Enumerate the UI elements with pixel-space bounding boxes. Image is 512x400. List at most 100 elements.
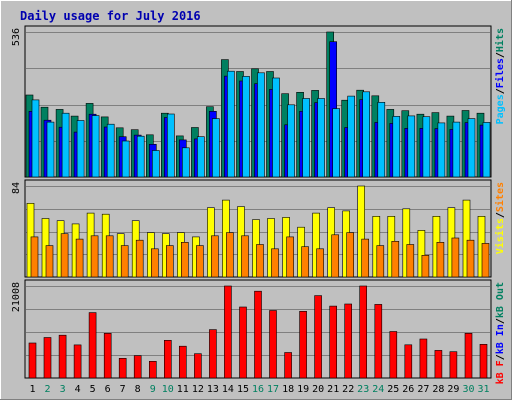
kb-legend-part: kB F <box>495 360 506 384</box>
visits-sites-bar-visits <box>462 199 471 278</box>
visits-sites-bar-visits <box>402 208 411 278</box>
kb-bar-kb-f <box>28 342 37 379</box>
hits-files-pages-bar-pages <box>167 113 175 178</box>
hits-files-pages-bar-pages <box>452 121 461 178</box>
kb-bar-kb-f <box>224 285 232 379</box>
chart-title: Daily usage for July 2016 <box>20 9 201 23</box>
kb-bar-kb-f <box>359 285 368 379</box>
day-label: 31 <box>477 384 489 395</box>
kb-bar-kb-f <box>284 352 292 379</box>
kb-bar-kb-f <box>58 334 67 379</box>
visits-sites-bar-sites <box>406 244 415 278</box>
day-label: 5 <box>90 384 96 395</box>
visits-sites-bar-visits <box>417 230 426 278</box>
day-label: 24 <box>372 384 384 395</box>
hits-files-pages-bar-pages <box>287 104 295 178</box>
kb-bar-kb-f <box>194 353 202 379</box>
day-label: 16 <box>252 384 264 395</box>
day-label: 19 <box>297 384 309 395</box>
day-label: 6 <box>105 384 111 395</box>
hits-files-pages-legend-part: Files <box>494 58 506 88</box>
hits-files-pages-legend-part: Hits <box>494 28 506 52</box>
kb-bar-kb-f <box>269 310 277 379</box>
kb-bar-kb-f <box>239 306 247 379</box>
visits-sites-panel: 84 Visits/Sites <box>11 179 506 278</box>
kb-bar-kb-f <box>464 332 473 379</box>
kb-bar-kb-f <box>164 339 172 379</box>
visits-sites-bar-visits <box>312 212 320 278</box>
kb-bar-kb-f <box>209 329 217 379</box>
kb-legend-part: / <box>495 318 506 324</box>
visits-sites-bar-sites <box>346 232 355 278</box>
day-label: 27 <box>417 384 429 395</box>
hits-files-pages-bar-pages <box>317 98 325 178</box>
day-label: 28 <box>432 384 444 395</box>
hits-files-pages-bar-pages <box>257 72 265 178</box>
hits-files-pages-bar-pages <box>437 122 446 178</box>
kb-bar-kb-f <box>434 350 443 379</box>
visits-sites-legend-part: Sites <box>494 182 506 212</box>
kb-bar-kb-f <box>118 357 127 379</box>
kb-bar-kb-f <box>43 337 52 379</box>
visits-sites-legend-label: Visits/Sites <box>494 182 506 254</box>
kb-bar-kb-f <box>344 303 353 379</box>
visits-sites-bar-sites <box>151 248 159 278</box>
visits-sites-bar-sites <box>90 235 99 278</box>
hits-files-pages-bar-pages <box>106 123 115 178</box>
hits-files-pages-legend-part: Pages <box>495 94 506 124</box>
kb-bar-kb-f <box>374 304 383 379</box>
kb-bar-kb-f <box>179 345 187 379</box>
day-label: 1 <box>29 384 35 395</box>
hits-files-pages-bar-pages <box>152 150 160 178</box>
visits-sites-bar-sites <box>256 244 264 278</box>
kb-legend-label: kB F/kB In/kB Out <box>495 282 506 384</box>
hits-files-pages-bar-pages <box>136 135 145 178</box>
day-label: 29 <box>447 384 459 395</box>
day-label: 7 <box>120 384 126 395</box>
kb-bar-kb-f <box>149 360 157 379</box>
hits-files-pages-bar-pages <box>332 108 341 178</box>
day-label: 10 <box>162 384 174 395</box>
visits-sites-bar-sites <box>361 238 370 278</box>
day-label: 17 <box>267 384 279 395</box>
kb-bar-kb-f <box>419 338 428 379</box>
kb-bar-kb-f <box>133 355 142 379</box>
kb-bar-kb-f <box>73 344 82 379</box>
visits-sites-bar-sites <box>60 233 69 278</box>
day-label: 14 <box>222 384 234 395</box>
kb-legend-part: kB Out <box>495 282 506 318</box>
visits-sites-bar-sites <box>120 245 129 278</box>
kb-bar-kb-f <box>299 310 307 379</box>
day-label: 21 <box>327 384 339 395</box>
visits-sites-bar-visits <box>267 218 275 278</box>
visits-sites-bar-sites <box>481 243 490 278</box>
kb-bar-kb-f <box>404 344 413 379</box>
hits-files-pages-bar-pages <box>121 140 130 178</box>
hits-files-pages-bar-pages <box>362 91 371 178</box>
hits-files-pages-bar-pages <box>197 136 205 178</box>
hits-files-pages-bar-pages <box>227 70 235 178</box>
visits-sites-bar-sites <box>436 242 445 278</box>
day-label: 9 <box>150 384 156 395</box>
hits-files-pages-bar-pages <box>46 121 55 178</box>
day-axis: 1 2 3 4 5 6 7 8 9 10 11 12 13 14 15 16 17 18 19 20 21 22 23 24 2… <box>29 384 489 395</box>
kb-legend-part: / <box>495 354 506 360</box>
hits-files-pages-bar-pages <box>272 77 280 178</box>
visits-sites-bar-sites <box>135 239 144 278</box>
day-label: 15 <box>237 384 249 395</box>
kb-legend-part: kB In <box>495 324 506 354</box>
hits-files-pages-bar-pages <box>302 98 310 178</box>
visits-sites-bar-sites <box>271 248 279 278</box>
kb-bar-kb-f <box>329 305 338 379</box>
day-label: 30 <box>462 384 474 395</box>
kb-ymax-label: 21008 <box>11 282 22 312</box>
day-label: 22 <box>342 384 354 395</box>
visits-sites-bar-sites <box>181 242 189 278</box>
day-label: 12 <box>192 384 204 395</box>
day-label: 13 <box>207 384 219 395</box>
hits-files-pages-bar-pages <box>422 116 431 178</box>
hits-files-pages-bar-pages <box>482 122 491 178</box>
hits-files-pages-bar-pages <box>242 76 250 178</box>
hits-files-pages-bar-pages <box>76 120 85 178</box>
day-label: 18 <box>282 384 294 395</box>
